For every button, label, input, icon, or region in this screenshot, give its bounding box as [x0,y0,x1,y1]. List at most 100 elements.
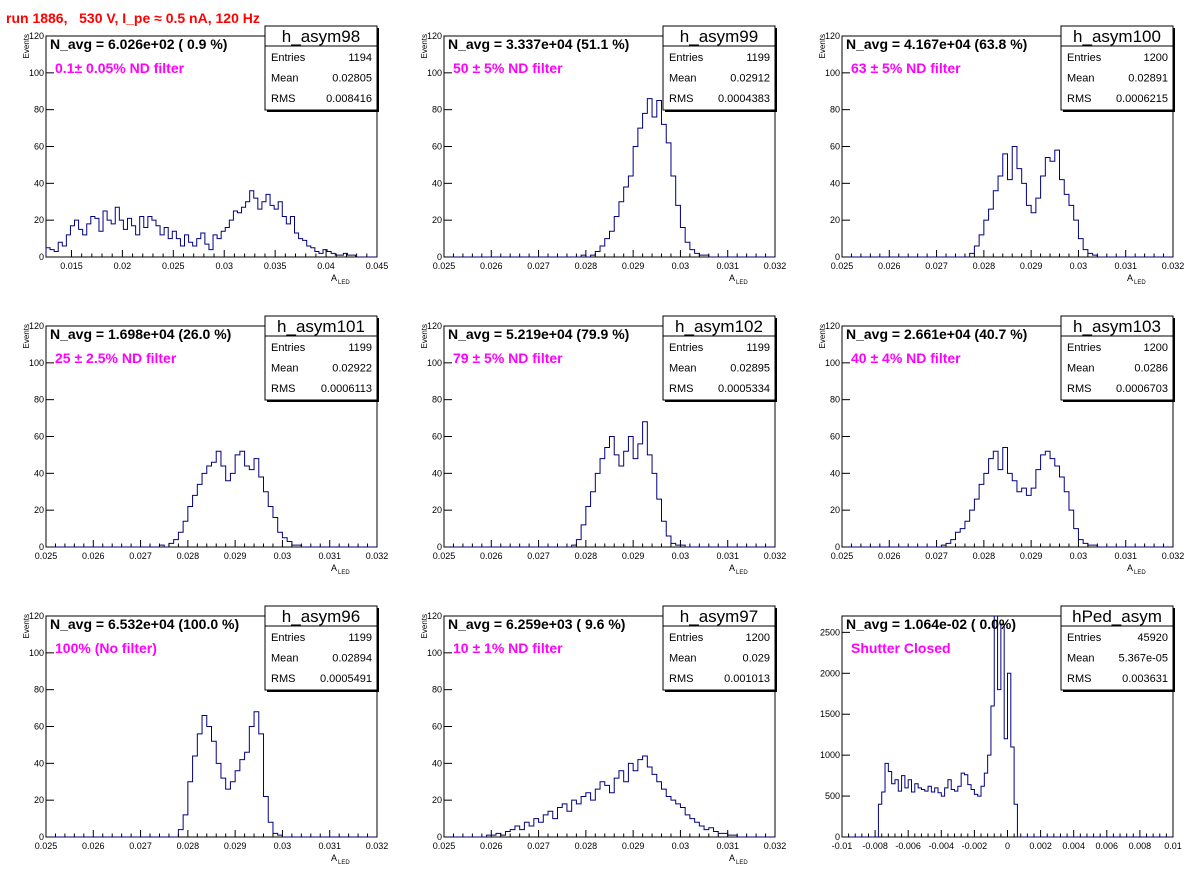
histogram-h_asym99: 0.025 0.026 0.027 0.028 0.029 0.03 0.031 0.032 0… [420,25,787,286]
x-tick-label: -0.01 [832,841,853,851]
y-tick-label: 0 [835,542,840,552]
x-tick-label: 0.026 [82,841,105,851]
stats-label-entries: Entries [1067,52,1102,64]
stats-label-entries: Entries [669,52,704,64]
x-tick-label: 0.028 [177,841,200,851]
y-axis-label: Events [818,34,827,58]
histogram-h_asym102: 0.025 0.026 0.027 0.028 0.029 0.03 0.031 0.032 0… [420,315,786,576]
x-tick-label: 0.026 [878,261,901,271]
x-tick-label: 0.03 [672,261,690,271]
histogram-line [444,755,775,838]
y-tick-label: 80 [830,105,840,115]
y-tick-label: 60 [34,722,44,732]
x-tick-label: 0.026 [878,551,901,561]
stats-hist-name: h_asym97 [680,607,758,626]
stats-box: h_asym102 Entries 1199 Mean 0.02895 RMS 0.0005… [662,315,777,402]
y-axis-label: Events [22,324,31,348]
stats-label-mean: Mean [669,653,697,665]
stats-label-mean: Mean [271,363,299,375]
stats-value-mean: 0.02895 [730,363,770,375]
page-title: run 1886, 530 V, I_pe ≈ 0.5 nA, 120 Hz [6,10,260,26]
y-tick-label: 60 [830,142,840,152]
stats-value-entries: 1199 [348,632,372,644]
stats-label-mean: Mean [271,73,299,85]
filter-label: 10 ± 1% ND filter [453,640,563,656]
stats-box: h_asym100 Entries 1200 Mean 0.02891 RMS 0.0006… [1060,25,1175,112]
x-tick-label: 0.032 [764,841,787,851]
x-tick-label: 0.008 [1129,841,1152,851]
y-tick-label: 100 [825,358,840,368]
histogram-h_asym100: 0.025 0.026 0.027 0.028 0.029 0.03 0.031 0.032 0… [818,25,1184,286]
x-axis-label: A [1127,273,1133,283]
y-tick-label: 20 [830,505,840,515]
x-axis-label-subscript: LED [1134,570,1146,576]
y-tick-label: 60 [432,432,442,442]
x-tick-label: 0.03 [1070,261,1088,271]
stats-value-entries: 1200 [1144,52,1168,64]
stats-label-rms: RMS [271,93,295,105]
y-tick-label: 20 [830,215,840,225]
x-tick-label: 0 [1005,841,1010,851]
filter-label: 25 ± 2.5% ND filter [55,350,177,366]
stats-label-rms: RMS [271,383,295,395]
y-tick-label: 40 [432,758,442,768]
y-tick-label: 60 [34,432,44,442]
x-tick-label: 0.025 [831,261,854,271]
navg-label: N_avg = 2.661e+04 (40.7 %) [846,326,1027,342]
x-tick-label: 0.028 [973,261,996,271]
stats-label-entries: Entries [271,632,306,644]
histogram-panel-h_asym102: 0.025 0.026 0.027 0.028 0.029 0.03 0.031 0.032 0… [398,290,796,580]
y-tick-label: 20 [34,505,44,515]
y-axis-label: Events [818,324,827,348]
stats-hist-name: hPed_asym [1072,607,1162,626]
y-tick-label: 40 [830,178,840,188]
stats-value-rms: 0.0006215 [1116,93,1168,105]
x-axis-label-subscript: LED [338,280,350,286]
navg-label: N_avg = 4.167e+04 (63.8 %) [846,36,1027,52]
histogram-line [842,447,1173,548]
filter-label: 40 ± 4% ND filter [851,350,961,366]
navg-label: N_avg = 1.064e-02 ( 0.0%) [846,616,1016,632]
y-tick-label: 40 [34,468,44,478]
y-tick-label: 120 [825,31,840,41]
x-axis-label-subscript: LED [736,280,748,286]
stats-hist-name: h_asym99 [680,27,758,46]
stats-value-entries: 1200 [1144,342,1168,354]
y-tick-label: 0 [437,832,442,842]
stats-label-entries: Entries [271,342,306,354]
histogram-panel-h_asym98: 0.015 0.02 0.025 0.03 0.035 0.04 0.045 0 20 40 60 8… [0,0,398,290]
histogram-panel-h_asym97: 0.025 0.026 0.027 0.028 0.029 0.03 0.031 0.032 0… [398,580,796,870]
histogram-h_asym98: 0.015 0.02 0.025 0.03 0.035 0.04 0.045 0 20 40 60 8… [22,25,388,286]
x-axis-label-subscript: LED [338,860,350,866]
y-tick-label: 80 [432,395,442,405]
x-tick-label: 0.032 [764,261,787,271]
y-tick-label: 100 [29,358,44,368]
stats-label-entries: Entries [271,52,306,64]
navg-label: N_avg = 1.698e+04 (26.0 %) [50,326,231,342]
y-tick-label: 0 [39,832,44,842]
x-axis-label: A [331,853,337,863]
x-tick-label: 0.029 [224,841,247,851]
y-tick-label: 40 [34,758,44,768]
stats-box: h_asym99 Entries 1199 Mean 0.02912 RMS 0.00043… [662,25,777,112]
y-tick-label: 20 [432,215,442,225]
x-tick-label: 0.032 [366,841,389,851]
x-axis-label: A [331,273,337,283]
x-tick-label: 0.028 [575,261,598,271]
stats-hist-name: h_asym100 [1073,27,1161,46]
stats-hist-name: h_asym101 [277,317,365,336]
x-tick-label: 0.026 [480,841,503,851]
x-tick-label: 0.029 [622,261,645,271]
stats-hist-name: h_asym96 [282,607,360,626]
x-tick-label: 0.03 [672,841,690,851]
histogram-line [46,450,377,548]
navg-label: N_avg = 6.259e+03 ( 9.6 %) [448,616,625,632]
x-tick-label: 0.025 [433,551,456,561]
x-tick-label: 0.032 [366,551,389,561]
stats-value-mean: 5.367e-05 [1118,653,1168,665]
filter-label: 63 ± 5% ND filter [851,60,961,76]
x-tick-label: 0.025 [433,841,456,851]
navg-label: N_avg = 3.337e+04 (51.1 %) [448,36,629,52]
x-tick-label: 0.002 [1029,841,1052,851]
x-axis-label-subscript: LED [1134,280,1146,286]
